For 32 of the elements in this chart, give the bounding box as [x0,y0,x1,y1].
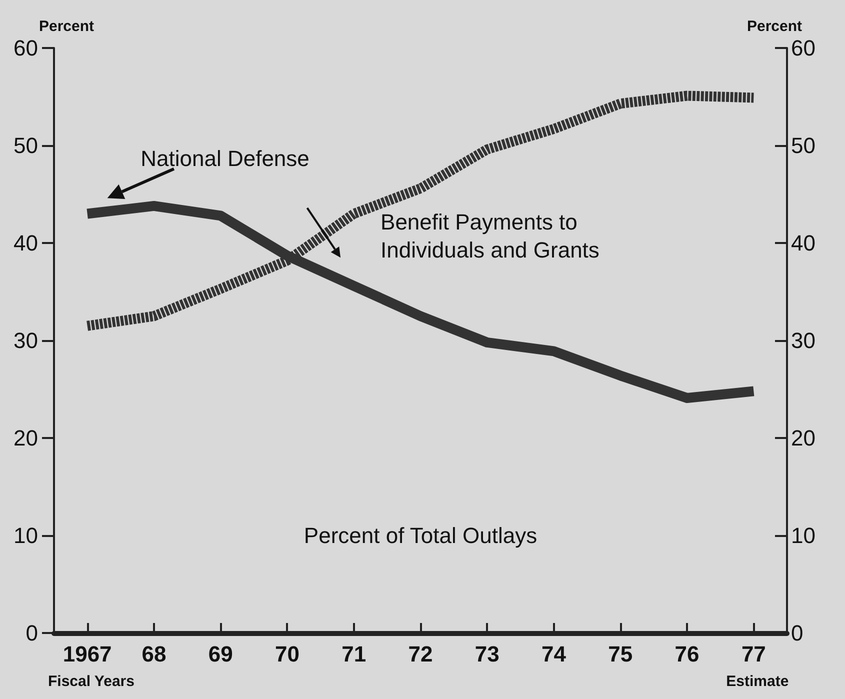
y-tick-label: 30 [14,328,38,353]
x-tick-label: 70 [274,642,300,666]
x-tick-label: 77 [741,642,766,666]
series-label: Benefit Payments to Individuals and Grants [380,209,600,262]
y2-tick-label: 60 [791,36,816,60]
y2-axis-title: Percent [747,18,802,35]
y-tick-label: 50 [14,133,38,158]
y2-tick-label: 50 [791,133,816,158]
y2-tick-label: 40 [791,230,816,256]
y-tick-label: 40 [14,230,38,256]
x-tick-label: 69 [208,642,233,666]
x-tick-label: 74 [542,642,567,666]
y2-tick-label: 0 [791,620,804,646]
x-tick-label: 68 [142,642,166,666]
y-tick-label: 0 [26,620,38,646]
y-tick-label: 20 [14,426,38,450]
x-tick-label: 75 [608,642,633,666]
x-tick-label: 72 [408,642,433,666]
text: Estimate [726,673,789,690]
x-tick-label: 76 [674,642,700,666]
y2-tick-label: 20 [791,426,816,450]
y-axis-title: Percent [38,18,94,35]
y-tick-label: 60 [14,36,38,60]
x-tick-label: 71 [342,642,366,666]
y2-tick-label: 30 [791,328,816,353]
y-tick-label: 10 [14,523,38,548]
x-tick-label: 1967 [62,642,112,666]
series-label: National Defense [140,146,310,171]
y2-tick-label: 10 [791,523,816,548]
text: Fiscal Years [48,673,134,690]
annotation: Percent of Total Outlays [304,523,538,548]
x-tick-label: 73 [474,642,500,666]
